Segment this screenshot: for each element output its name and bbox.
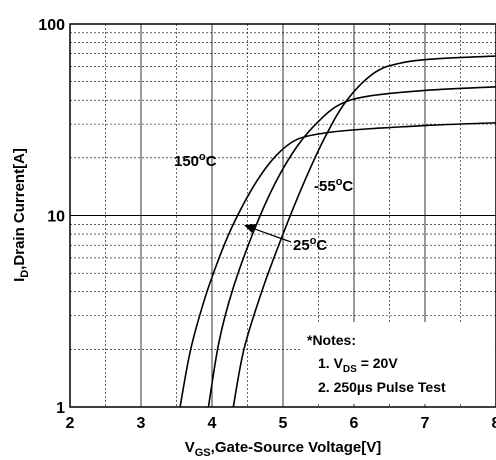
series-minus55c-line xyxy=(232,55,496,407)
x-axis-label: VGS,Gate-Source Voltage[V] xyxy=(185,439,382,459)
y-axis-label-sub: D xyxy=(19,270,31,278)
x-axis-label-sub: GS xyxy=(195,447,211,459)
plot-frame xyxy=(69,23,496,408)
y-tick-label: 1 xyxy=(56,400,65,417)
label-150c-rest: C xyxy=(206,153,217,170)
y-tick-label: 10 xyxy=(47,209,65,226)
y-axis-label-rest: ,Drain Current[A] xyxy=(11,148,28,270)
x-axis-label-main: V xyxy=(185,439,195,456)
y-tick-label: 100 xyxy=(38,17,65,34)
label-minus55c-main: -55 xyxy=(314,178,336,195)
label-minus55c: -55oC xyxy=(314,176,353,195)
x-tick-label: 6 xyxy=(350,415,359,432)
notes-line-1-rest: = 20V xyxy=(357,355,399,371)
label-150c-sup: o xyxy=(199,151,206,163)
x-axis-label-rest: ,Gate-Source Voltage[V] xyxy=(211,439,382,456)
x-tick-label: 4 xyxy=(208,415,217,432)
notes-title: *Notes: xyxy=(307,332,356,348)
notes-box xyxy=(301,322,495,404)
label-25c-sup: o xyxy=(310,235,317,247)
notes-line-1: 1. VDS = 20V xyxy=(318,355,398,375)
label-minus55c-sup: o xyxy=(336,176,343,188)
label-25c-main: 25 xyxy=(293,237,310,254)
label-150c: 150oC xyxy=(174,151,217,170)
series-25c-line xyxy=(207,85,496,407)
curves xyxy=(179,55,496,407)
y-axis-label-main: I xyxy=(11,278,28,282)
x-tick-label: 7 xyxy=(421,415,430,432)
x-tick-label: 2 xyxy=(66,415,75,432)
label-minus55c-rest: C xyxy=(342,178,353,195)
arrow-25c-head xyxy=(244,224,256,233)
arrow-25c-line xyxy=(251,227,292,243)
label-25c: 25oC xyxy=(293,235,327,254)
notes-line-1-sub: DS xyxy=(343,364,357,375)
notes-line-2: 2. 250µs Pulse Test xyxy=(318,379,446,395)
label-25c-rest: C xyxy=(316,237,327,254)
label-150c-main: 150 xyxy=(174,153,199,170)
tick-labels: 2 3 4 5 6 7 8 1 10 100 xyxy=(38,17,496,432)
series-150c-line xyxy=(179,121,496,407)
x-tick-label: 3 xyxy=(137,415,146,432)
notes-line-1-prefix: 1. V xyxy=(318,355,344,371)
y-axis-label: ID,Drain Current[A] xyxy=(11,148,31,282)
x-tick-label: 5 xyxy=(279,415,288,432)
x-tick-label: 8 xyxy=(492,415,496,432)
